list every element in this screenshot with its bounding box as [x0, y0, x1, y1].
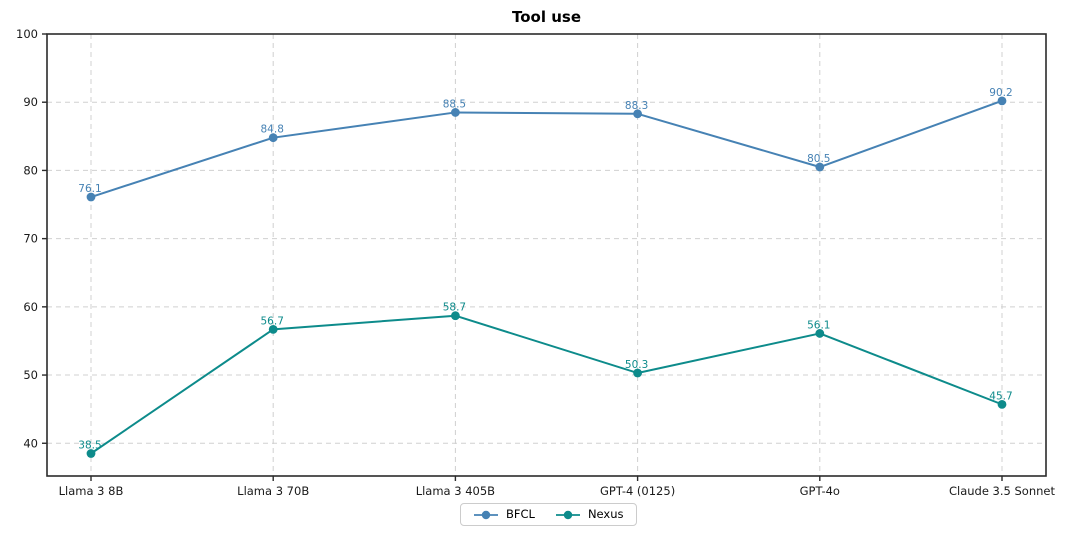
value-label: 50.3 [625, 359, 648, 371]
data-point [86, 192, 96, 202]
value-label: 56.1 [807, 319, 830, 331]
chart-title: Tool use [512, 8, 581, 26]
data-point [633, 109, 642, 119]
gridlines [47, 34, 1046, 476]
x-tick-label: GPT-4 (0125) [600, 484, 675, 498]
value-label: 88.3 [625, 100, 648, 112]
series-bfcl: 76.1 84.8 88.5 88.3 80.5 90.2 [78, 87, 1013, 202]
axes-spines [46, 33, 1047, 477]
x-tick-label: GPT-4o [800, 484, 840, 498]
data-point [997, 96, 1007, 106]
legend-item-bfcl: BFCL [473, 506, 535, 521]
bfcl-legend-marker-icon [474, 510, 498, 519]
y-tick-label: 60 [23, 300, 38, 314]
series-line [90, 314, 1003, 455]
data-point [451, 311, 460, 321]
value-label: 84.8 [261, 124, 284, 136]
value-label: 80.5 [807, 153, 830, 165]
y-axis: 40 50 60 70 80 90 100 [16, 27, 47, 450]
data-point [86, 449, 96, 458]
data-point [451, 108, 460, 117]
series-nexus: 38.5 56.7 58.7 50.3 56.1 45.7 [78, 302, 1013, 458]
nexus-legend-marker-icon [555, 510, 580, 519]
legend-item-nexus: Nexus [555, 506, 624, 521]
y-tick-label: 70 [23, 232, 38, 246]
y-tick-label: 90 [23, 95, 38, 109]
data-point [633, 368, 642, 378]
series-line [90, 99, 1003, 198]
value-label: 45.7 [989, 390, 1012, 402]
y-tick-label: 80 [23, 163, 38, 177]
x-tick-label: Claude 3.5 Sonnet [949, 484, 1056, 498]
value-label: 58.7 [443, 302, 466, 314]
legend-label-nexus: Nexus [587, 506, 624, 521]
value-label: 88.5 [443, 98, 466, 110]
y-tick-label: 100 [16, 27, 38, 41]
value-label: 90.2 [989, 87, 1012, 99]
x-axis: Llama 3 8B Llama 3 70B Llama 3 405B GPT-4 (… [59, 476, 1056, 498]
y-tick-label: 40 [23, 436, 38, 450]
value-label: 38.5 [78, 439, 101, 451]
value-label: 76.1 [78, 183, 101, 195]
x-tick-label: Llama 3 8B [59, 484, 124, 498]
data-point [815, 329, 825, 338]
data-point [815, 162, 825, 172]
x-tick-label: Llama 3 70B [237, 484, 309, 498]
x-tick-label: Llama 3 405B [416, 484, 495, 498]
data-point [997, 399, 1007, 409]
value-label: 56.7 [261, 315, 284, 327]
y-tick-label: 50 [23, 368, 38, 382]
legend: BFCL Nexus [460, 503, 637, 526]
data-point [268, 133, 278, 143]
legend-label-bfcl: BFCL [506, 506, 535, 521]
data-point [268, 324, 278, 334]
